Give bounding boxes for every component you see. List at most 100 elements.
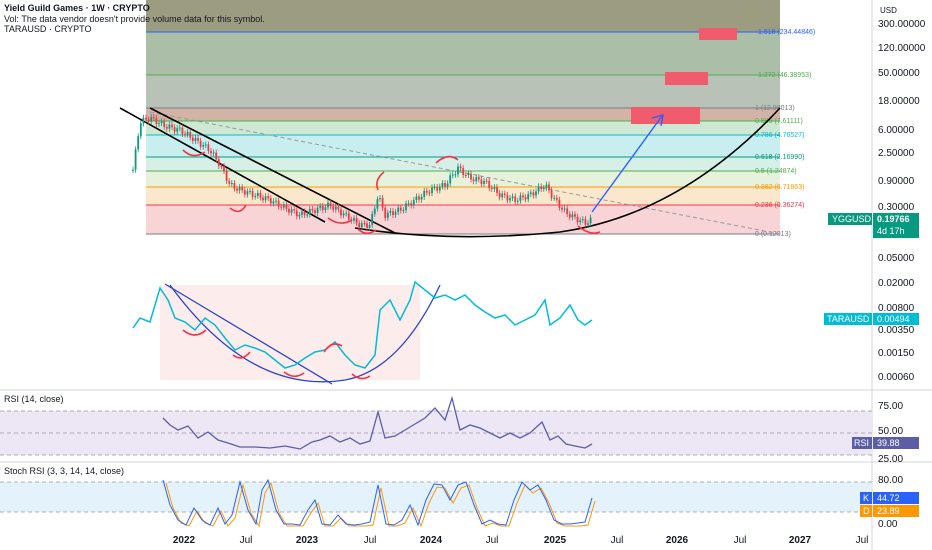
candle-body bbox=[475, 177, 478, 182]
stoch-d-line[interactable] bbox=[165, 481, 596, 528]
candle-body bbox=[285, 204, 288, 209]
fib-level-label: 0.618 (2.16990) bbox=[755, 154, 804, 161]
compare-swing-markers bbox=[182, 329, 371, 380]
candle-body bbox=[337, 206, 340, 210]
candle-body bbox=[381, 197, 384, 208]
candle-body bbox=[241, 187, 244, 191]
candle-body bbox=[464, 175, 467, 177]
price-tick: 300.00000 bbox=[878, 19, 926, 30]
volume-note: Vol: The data vendor doesn't provide vol… bbox=[4, 14, 265, 24]
candle-body bbox=[152, 117, 155, 119]
candle-body bbox=[509, 198, 511, 201]
taraus-compare-line[interactable] bbox=[132, 280, 593, 369]
price-tick: 0.02000 bbox=[878, 278, 915, 289]
compare-symbol-legend[interactable]: TARAUSD · CRYPTO bbox=[4, 24, 92, 34]
candle-body bbox=[428, 192, 431, 194]
candle-body bbox=[332, 206, 335, 210]
stoch-k-line[interactable] bbox=[162, 478, 593, 527]
candle-body bbox=[537, 186, 540, 192]
candle-body bbox=[246, 191, 249, 195]
fib-level-label: 0.236 (0.36274) bbox=[755, 202, 804, 209]
candlestick-series bbox=[132, 114, 592, 231]
stoch-value-tags[interactable]: K 44.72 D 23.89 bbox=[860, 492, 919, 517]
time-tick: Jul bbox=[856, 535, 869, 546]
yggusd-price-tag[interactable]: YGGUSD 0.19766 4d 17h bbox=[828, 213, 919, 238]
candle-body bbox=[402, 210, 405, 212]
candle-body bbox=[189, 132, 192, 138]
candle-body bbox=[584, 219, 587, 225]
candle-body bbox=[220, 166, 223, 168]
target-box[interactable] bbox=[631, 107, 700, 124]
candle-body bbox=[542, 188, 545, 190]
candle-body bbox=[511, 196, 514, 199]
price-tick: 0.90000 bbox=[878, 176, 915, 187]
time-axis[interactable]: 2022 Jul 2023 Jul 2024 Jul 2025 Jul 2026 Jul 2027 J… bbox=[173, 535, 869, 546]
candle-body bbox=[345, 213, 348, 215]
target-box[interactable] bbox=[665, 72, 708, 85]
compare-trendline[interactable] bbox=[164, 283, 333, 385]
target-box[interactable] bbox=[699, 28, 737, 40]
candle-body bbox=[275, 200, 277, 202]
trendline-upper[interactable] bbox=[119, 107, 326, 223]
candle-body bbox=[397, 207, 400, 213]
candle-body bbox=[165, 126, 168, 129]
candle-body bbox=[407, 203, 410, 205]
candle-body bbox=[158, 123, 160, 125]
candle-body bbox=[238, 187, 241, 191]
fib-level-label: 0 (0.12013) bbox=[755, 231, 791, 238]
stoch-tick: 80.00 bbox=[878, 475, 903, 486]
candle-body bbox=[277, 200, 280, 207]
candle-body bbox=[553, 197, 556, 199]
candle-body bbox=[548, 184, 550, 191]
candle-body bbox=[462, 168, 465, 176]
d-tag: D bbox=[863, 506, 870, 516]
chart-title[interactable]: Yield Guild Games · 1W · CRYPTO bbox=[4, 3, 150, 13]
rounding-bottom-curve[interactable] bbox=[354, 107, 781, 238]
candle-body bbox=[342, 213, 345, 216]
fib-level-label: 0.786 (4.76527) bbox=[755, 132, 804, 139]
projection-arrow[interactable] bbox=[591, 115, 663, 213]
candle-body bbox=[160, 121, 163, 124]
candle-body bbox=[355, 218, 358, 224]
candle-body bbox=[230, 182, 233, 184]
candle-body bbox=[254, 195, 257, 197]
candle-body bbox=[197, 138, 199, 141]
trendline-lower[interactable] bbox=[149, 107, 396, 234]
stoch-pane-label[interactable]: Stoch RSI (3, 3, 14, 14, close) bbox=[4, 466, 125, 476]
candle-body bbox=[132, 169, 134, 171]
compare-symbol-tag: TARAUSD bbox=[827, 314, 870, 324]
candle-body bbox=[589, 217, 592, 224]
candle-body bbox=[163, 121, 166, 127]
rsi-axis: 75.00 50.00 25.00 bbox=[878, 401, 903, 465]
candle-body bbox=[212, 152, 215, 154]
candle-body bbox=[506, 195, 509, 201]
price-tick: 0.00800 bbox=[878, 303, 915, 314]
candle-body bbox=[568, 214, 571, 218]
candle-body bbox=[384, 207, 387, 218]
rsi-tag: RSI bbox=[854, 438, 869, 448]
price-tick: 18.00000 bbox=[878, 96, 920, 107]
candle-body bbox=[204, 144, 207, 146]
candle-body bbox=[561, 207, 563, 210]
rsi-pane-label[interactable]: RSI (14, close) bbox=[4, 394, 64, 404]
candle-body bbox=[358, 223, 361, 228]
time-tick: Jul bbox=[240, 535, 253, 546]
rsi-value-tag[interactable]: RSI 39.88 bbox=[852, 437, 919, 449]
dashed-trendline[interactable] bbox=[149, 111, 781, 235]
rsi-line[interactable] bbox=[162, 395, 593, 450]
taraus-price-tag[interactable]: TARAUSD 0.00494 bbox=[824, 313, 919, 325]
candle-body bbox=[303, 211, 306, 216]
candle-body bbox=[137, 136, 140, 150]
candle-body bbox=[488, 180, 491, 188]
fib-level-label: 0.5 (1.24874) bbox=[755, 168, 797, 175]
compare-rounding-curve[interactable] bbox=[169, 284, 441, 383]
candle-body bbox=[171, 124, 173, 128]
price-axis[interactable]: 300.00000 120.00000 50.00000 18.00000 6.0000… bbox=[878, 19, 926, 383]
candle-body bbox=[566, 208, 569, 215]
candle-body bbox=[217, 159, 220, 167]
candle-body bbox=[498, 192, 501, 198]
candle-body bbox=[441, 183, 444, 187]
countdown-tag: 4d 17h bbox=[877, 226, 905, 236]
candle-body bbox=[438, 186, 441, 191]
